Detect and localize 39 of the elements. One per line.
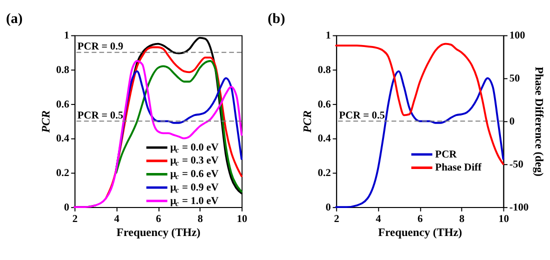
x-tick-label: 10 — [236, 214, 248, 225]
y-tick-label: 0.4 — [56, 134, 70, 145]
x-tick-label: 6 — [418, 214, 423, 225]
x-tick-label: 8 — [198, 214, 203, 225]
x-tick-label: 8 — [459, 214, 465, 225]
y2-tick-label: 50 — [509, 74, 520, 85]
y-tick-label: 0.2 — [56, 168, 70, 180]
y-tick-label: 0 — [326, 202, 331, 214]
y2-tick-label: -100 — [509, 202, 529, 214]
y2-axis-title: Phase Difference (deg) — [532, 66, 544, 177]
ref-line-label: PCR = 0.5 — [77, 110, 124, 122]
y2-tick-label: 0 — [509, 116, 515, 128]
y2-tick-label: 100 — [509, 30, 526, 42]
chart-title: (b) — [268, 10, 286, 27]
legend-label: PCR — [435, 149, 458, 160]
y-tick-label: 0.4 — [318, 134, 332, 145]
y-tick-label: 1 — [64, 30, 70, 42]
chart-title: (a) — [6, 10, 23, 27]
legend-label: Phase Diff — [435, 162, 482, 174]
ref-line-label: PCR = 0.9 — [77, 42, 124, 53]
x-axis-title: Frequency (THz) — [378, 227, 462, 240]
x-tick-label: 4 — [114, 214, 120, 225]
y-axis-title: PCR — [40, 110, 52, 133]
y-tick-label: 0.2 — [318, 168, 331, 180]
y-tick-label: 0.6 — [318, 99, 331, 110]
y2-tick-label: -50 — [509, 159, 524, 170]
y-tick-label: 0.6 — [56, 99, 70, 110]
y-axis-title: PCR — [302, 110, 314, 133]
x-tick-label: 2 — [334, 214, 340, 225]
x-tick-label: 10 — [498, 214, 509, 225]
x-axis-title: Frequency (THz) — [116, 227, 201, 240]
y-tick-label: 0 — [64, 202, 70, 214]
y-tick-label: 0.8 — [56, 64, 70, 76]
x-tick-label: 4 — [376, 214, 382, 225]
x-tick-label: 2 — [72, 214, 78, 225]
x-tick-label: 6 — [156, 214, 162, 225]
y-tick-label: 1 — [326, 30, 331, 42]
ref-line-label: PCR = 0.5 — [338, 110, 385, 122]
y-tick-label: 0.8 — [318, 64, 331, 76]
